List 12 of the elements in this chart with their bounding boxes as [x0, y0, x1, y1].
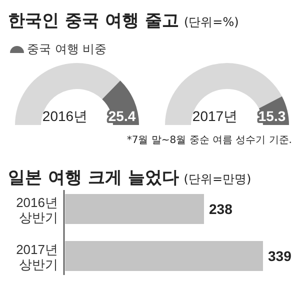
data-label: 238 — [209, 201, 233, 217]
legend-label: 중국 여행 비중 — [27, 42, 107, 56]
chart-title: 일본 여행 크게 늘었다 — [8, 168, 179, 188]
text: *7월 말~8월 중순 여름 성수기 기준. — [126, 135, 292, 146]
chart-subtitle: (단위=만명) — [184, 172, 252, 186]
chart-subtitle: (단위=%) — [184, 15, 239, 29]
text: 2017년 — [192, 108, 238, 124]
y-tick-label: 2016년 상반기 — [16, 195, 58, 225]
y-tick-label: 2017년 상반기 — [16, 242, 58, 272]
data-label: 339 — [268, 248, 292, 264]
chart-title: 한국인 중국 여행 줄고 — [8, 11, 179, 31]
text: 2016년 — [42, 108, 88, 124]
